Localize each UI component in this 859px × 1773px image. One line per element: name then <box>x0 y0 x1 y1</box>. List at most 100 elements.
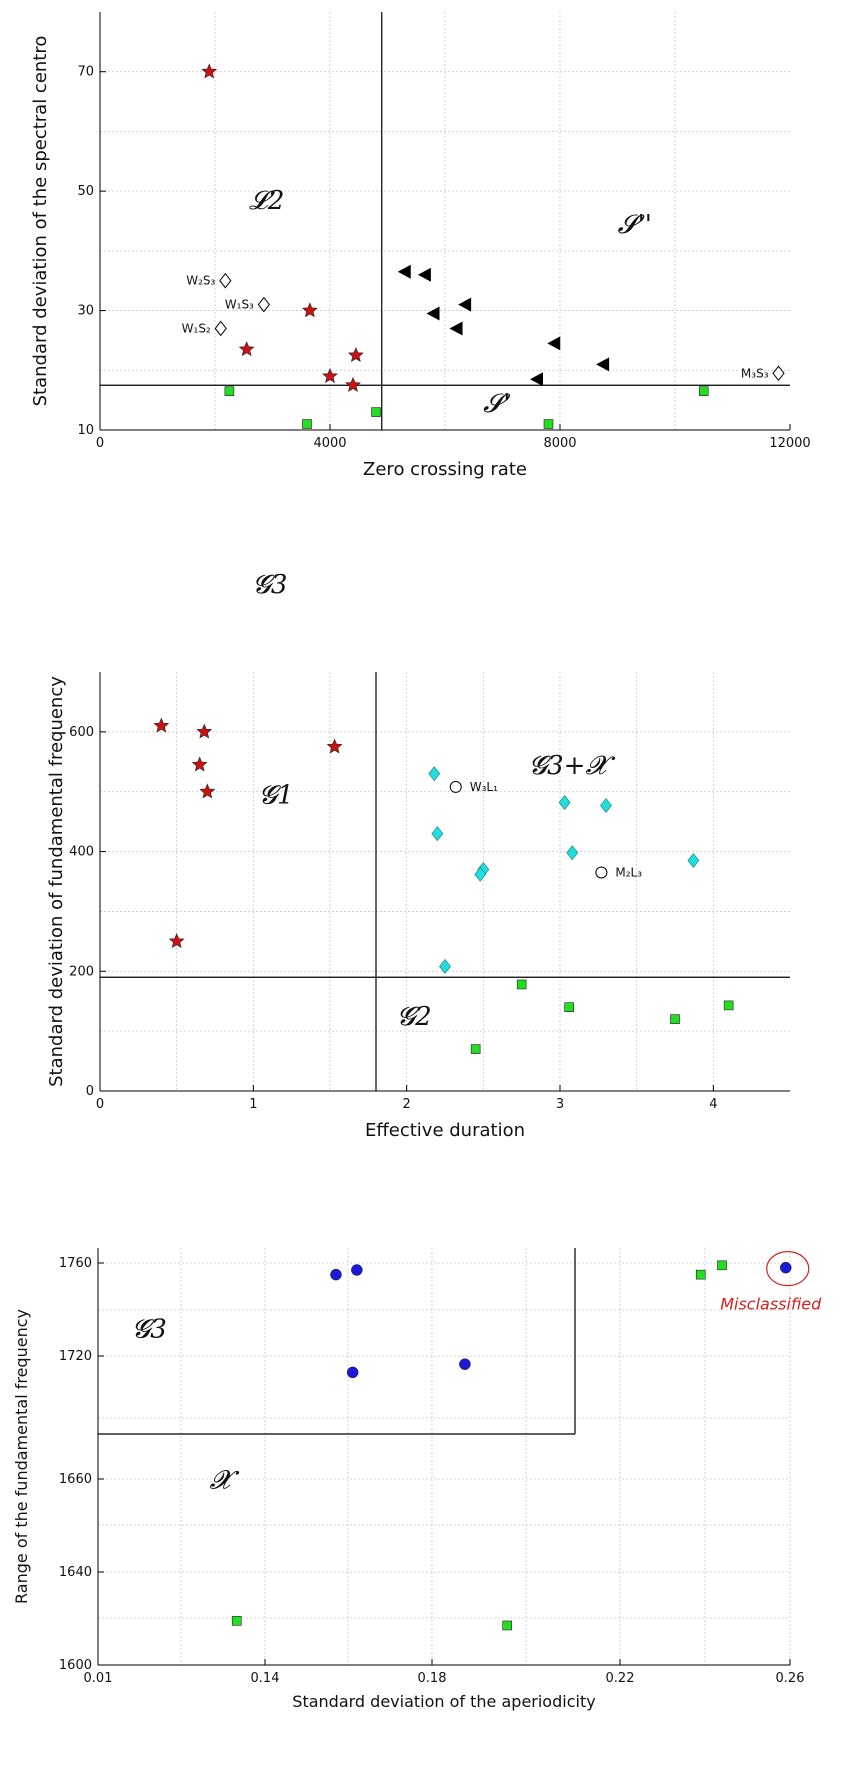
x-axis-label: Standard deviation of the aperiodicity <box>292 1692 595 1711</box>
star-marker <box>238 341 255 357</box>
triangle-marker <box>417 267 431 282</box>
diamond-marker <box>474 866 487 882</box>
square-marker <box>698 386 709 396</box>
region-label: 𝓧 <box>210 1465 240 1495</box>
star-marker <box>322 367 338 383</box>
diamond-marker <box>439 959 451 974</box>
x-tick-label: 0.26 <box>776 1671 805 1686</box>
region-label: 𝓖3 <box>132 1314 167 1344</box>
caption-g3: 𝓖3 <box>253 570 288 600</box>
y-tick-label: 1600 <box>59 1658 92 1673</box>
triangle-marker <box>397 264 411 279</box>
triangle-marker <box>449 321 463 336</box>
circle-marker <box>780 1261 792 1274</box>
x-tick-label: 0 <box>96 1097 104 1112</box>
y-tick-label: 1640 <box>59 1565 92 1580</box>
y-tick-label: 0 <box>86 1084 94 1099</box>
y-tick-label: 30 <box>77 304 94 319</box>
triangle-marker <box>426 306 440 321</box>
star-marker <box>196 723 213 739</box>
point-annotation: W₁S₂ <box>182 321 211 335</box>
square-marker <box>564 1002 575 1013</box>
region-label: 𝓖3+𝓧 <box>529 751 616 781</box>
diamond-marker <box>600 797 612 813</box>
y-axis-label: Standard deviation of the spectral centr… <box>30 36 51 407</box>
star-marker <box>168 933 185 949</box>
y-axis-label: Standard deviation of fundamental freque… <box>46 676 67 1087</box>
x-tick-label: 12000 <box>769 436 810 451</box>
x-axis-label: Effective duration <box>365 1120 525 1141</box>
triangle-marker <box>530 372 543 387</box>
region-label: 𝓖1 <box>259 781 294 811</box>
square-marker <box>470 1044 481 1054</box>
square-marker <box>717 1260 727 1271</box>
y-tick-label: 10 <box>77 423 94 438</box>
diamond-marker <box>558 795 571 810</box>
point-annotation: M₃S₃ <box>741 366 769 380</box>
x-tick-label: 3 <box>556 1097 564 1112</box>
square-marker <box>723 1000 734 1011</box>
square-marker <box>695 1269 706 1280</box>
y-tick-label: 600 <box>69 725 94 740</box>
diamond-marker <box>428 766 441 782</box>
circle-marker <box>459 1358 471 1370</box>
square-marker <box>543 419 554 429</box>
y-axis-label: Range of the fundamental frequency <box>12 1309 31 1604</box>
x-tick-label: 4 <box>709 1097 717 1112</box>
x-tick-label: 0.18 <box>418 1671 447 1686</box>
x-tick-label: 0 <box>96 436 104 451</box>
star-marker <box>153 717 170 733</box>
x-tick-label: 0.22 <box>606 1671 635 1686</box>
region-label: 𝓛2 <box>249 186 284 216</box>
x-tick-label: 4000 <box>313 436 346 451</box>
open-circle-marker <box>595 866 608 879</box>
effective-duration-scatter-plot: 0 1 2 3 4 0 200 400 600 Effective duration Standar… <box>46 672 790 1141</box>
y-tick-label: 1720 <box>59 1349 92 1364</box>
misclassified-label: Misclassified <box>720 1295 822 1314</box>
open-diamond-marker <box>219 272 232 289</box>
y-tick-label: 50 <box>77 184 94 199</box>
triangle-marker <box>596 357 610 372</box>
square-marker <box>231 1616 242 1626</box>
star-marker <box>347 347 364 363</box>
aperiodicity-scatter-plot: 0.01 0.14 0.18 0.22 0.26 1600 1640 1660 1720 1760… <box>12 1248 822 1711</box>
y-tick-label: 400 <box>69 845 94 860</box>
x-tick-label: 1 <box>249 1097 257 1112</box>
y-tick-label: 1660 <box>59 1472 92 1487</box>
circle-marker <box>346 1366 359 1379</box>
x-tick-label: 2 <box>403 1097 411 1112</box>
square-marker <box>371 407 381 417</box>
star-marker <box>191 756 208 772</box>
region-label: 𝓢'' <box>618 210 652 240</box>
y-tick-label: 1760 <box>59 1256 92 1271</box>
star-marker <box>201 63 218 79</box>
star-marker <box>326 738 343 754</box>
diamond-marker <box>431 826 444 842</box>
square-marker <box>516 979 527 990</box>
point-annotation: M₂L₃ <box>615 866 642 880</box>
square-marker <box>670 1014 680 1024</box>
x-tick-label: 0.14 <box>251 1671 280 1686</box>
star-marker <box>345 376 361 392</box>
star-marker <box>199 783 216 799</box>
x-axis-label: Zero crossing rate <box>363 459 527 480</box>
triangle-marker <box>458 297 472 312</box>
circle-marker <box>330 1268 342 1281</box>
y-tick-label: 70 <box>77 65 94 80</box>
x-tick-label: 8000 <box>543 436 576 451</box>
open-diamond-marker <box>257 296 271 313</box>
open-diamond-marker <box>772 365 785 382</box>
star-marker <box>301 302 318 318</box>
square-marker <box>302 419 312 429</box>
triangle-marker <box>547 336 561 351</box>
point-annotation: W₃L₁ <box>470 780 498 794</box>
square-marker <box>224 386 235 396</box>
circle-marker <box>351 1264 363 1276</box>
x-tick-label: 0.01 <box>84 1671 113 1686</box>
region-label: 𝓢' <box>483 389 511 419</box>
misclassified-highlight-ring <box>766 1251 810 1287</box>
point-annotation: W₂S₃ <box>186 274 215 288</box>
y-tick-label: 200 <box>69 964 94 979</box>
diamond-marker <box>566 845 579 861</box>
